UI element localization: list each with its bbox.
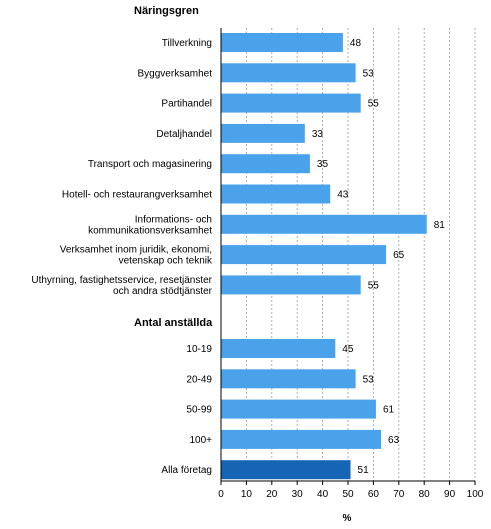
x-tick-label: 0 xyxy=(218,489,224,500)
bar xyxy=(221,123,305,143)
value-label: 33 xyxy=(312,129,324,140)
x-tick-label: 100 xyxy=(467,489,484,500)
category-label: Uthyrning, fastighetsservice, resetjänst… xyxy=(31,275,212,297)
x-tick-label: 60 xyxy=(368,489,380,500)
value-label: 45 xyxy=(342,344,354,355)
category-label: Hotell- och restaurangverksamhet xyxy=(62,190,212,201)
value-labels: 48 53 55 33 35 43 81 65 55 45 53 61 63 51 xyxy=(312,38,445,476)
value-label: 63 xyxy=(388,435,400,446)
bar xyxy=(221,245,387,265)
category-label: Transport och magasinering xyxy=(88,159,212,170)
value-label: 51 xyxy=(358,465,370,476)
value-label: 55 xyxy=(368,99,380,110)
value-label: 43 xyxy=(337,190,349,201)
category-label: Detaljhandel xyxy=(156,129,212,140)
category-label: Byggverksamhet xyxy=(138,68,213,79)
x-tick-label: 20 xyxy=(266,489,278,500)
value-label: 65 xyxy=(393,250,405,261)
bar xyxy=(221,93,361,113)
bar xyxy=(221,460,351,480)
bar xyxy=(221,154,310,174)
category-label: 100+ xyxy=(189,435,212,446)
value-label: 48 xyxy=(350,38,362,49)
x-tick-label: 30 xyxy=(292,489,304,500)
value-label: 53 xyxy=(363,374,375,385)
value-label: 81 xyxy=(434,220,446,231)
category-label: Informations- och kommunikationsverksamhe… xyxy=(88,214,212,236)
category-label: Tillverkning xyxy=(162,38,212,49)
bar xyxy=(221,369,356,389)
section-title: Näringsgren xyxy=(134,5,199,17)
x-tick-label: 10 xyxy=(241,489,253,500)
category-label: Partihandel xyxy=(161,99,212,110)
value-label: 55 xyxy=(368,280,380,291)
section-title: Antal anställda xyxy=(134,317,213,329)
x-tick-label: 40 xyxy=(317,489,329,500)
category-labels: Näringsgren Tillverkning Byggverksamhet Par… xyxy=(31,5,213,476)
bar xyxy=(221,184,331,204)
category-label: Verksamhet inom juridik, ekonomi, vetensk… xyxy=(60,245,213,267)
bar xyxy=(221,214,427,234)
bar xyxy=(221,399,376,419)
value-label: 53 xyxy=(363,68,375,79)
x-axis: 0 10 20 30 40 50 60 70 80 90 100% xyxy=(218,28,484,524)
x-tick-label: 80 xyxy=(419,489,431,500)
bar xyxy=(221,339,336,358)
value-label: 61 xyxy=(383,405,395,416)
category-label: Alla företag xyxy=(161,465,212,476)
x-tick-label: 90 xyxy=(444,489,456,500)
x-axis-title: % xyxy=(343,513,352,524)
bar xyxy=(221,63,356,83)
value-label: 35 xyxy=(317,159,329,170)
bars xyxy=(221,33,427,480)
x-tick-label: 50 xyxy=(342,489,354,500)
category-label: 20-49 xyxy=(186,374,212,385)
x-tick-label: 70 xyxy=(393,489,405,500)
bar xyxy=(221,275,361,295)
category-label: 50-99 xyxy=(186,405,212,416)
bar xyxy=(221,429,382,449)
category-label: 10-19 xyxy=(186,344,212,355)
bar xyxy=(221,33,343,52)
